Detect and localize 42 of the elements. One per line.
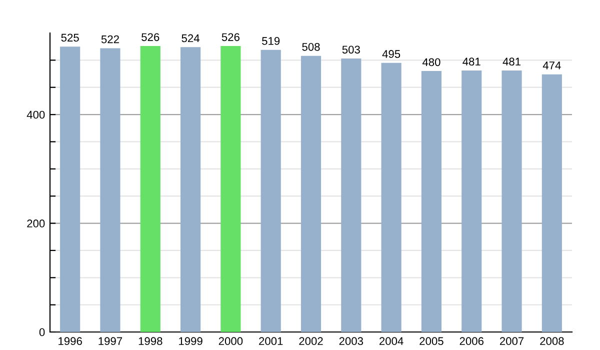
- x-tick-label: 1998: [138, 337, 162, 346]
- data-label: 495: [382, 50, 400, 58]
- bar: [462, 70, 482, 332]
- data-label: 508: [302, 42, 320, 51]
- x-tick-label: 1999: [179, 337, 202, 346]
- x-tick-label: 2000: [218, 337, 243, 346]
- data-label: 481: [502, 58, 520, 66]
- data-label: 526: [222, 33, 240, 42]
- data-label: 524: [182, 34, 200, 42]
- y-tick-label: 0: [39, 328, 45, 336]
- bar: [60, 46, 80, 332]
- x-tick-label: 2008: [540, 337, 564, 346]
- x-tick-label: 2001: [259, 337, 283, 346]
- data-label: 525: [61, 34, 79, 42]
- x-tick-label: 2003: [339, 337, 364, 346]
- bar: [421, 71, 442, 332]
- data-label: 480: [422, 58, 440, 66]
- data-label: 519: [262, 37, 280, 45]
- bar: [341, 58, 362, 332]
- x-tick-label: 2005: [420, 337, 444, 346]
- bar: [220, 46, 241, 332]
- x-tick-label: 2007: [500, 337, 524, 346]
- bar: [300, 56, 322, 332]
- x-tick-label: 2002: [299, 337, 323, 346]
- bar: [260, 50, 281, 332]
- data-label: 481: [462, 58, 480, 66]
- x-tick-label: 1997: [98, 337, 122, 346]
- bar: [140, 46, 160, 332]
- data-label: 526: [142, 33, 160, 42]
- y-tick-label: 200: [27, 220, 45, 228]
- bar: [502, 70, 522, 332]
- x-tick-label: 2004: [380, 337, 404, 346]
- x-tick-label: 2006: [460, 337, 484, 346]
- bar: [180, 47, 201, 332]
- y-tick-label: 400: [26, 110, 45, 119]
- data-label: 522: [101, 35, 119, 44]
- bar: [542, 74, 562, 332]
- bar: [100, 48, 120, 332]
- data-label: 503: [342, 46, 360, 54]
- bar: [381, 62, 402, 332]
- x-tick-label: 1996: [58, 337, 82, 346]
- data-label: 474: [542, 62, 561, 70]
